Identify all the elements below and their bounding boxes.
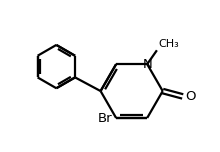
Text: O: O — [185, 90, 196, 103]
Text: Br: Br — [98, 112, 113, 125]
Text: CH₃: CH₃ — [158, 39, 179, 49]
Text: N: N — [142, 58, 152, 71]
